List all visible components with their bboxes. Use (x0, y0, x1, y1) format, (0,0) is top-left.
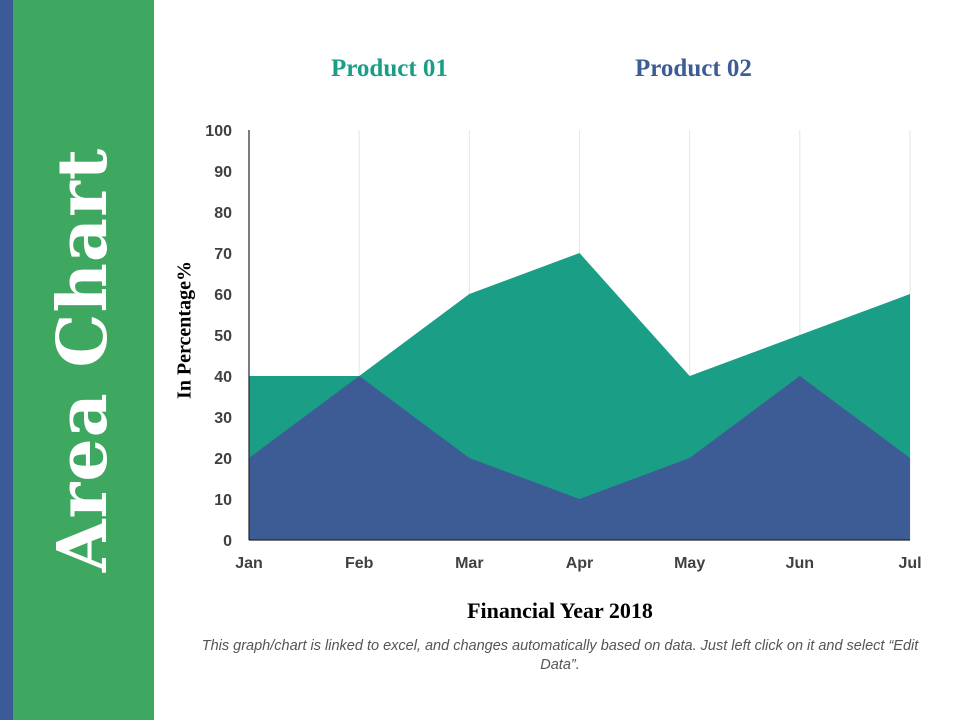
side-title-panel (13, 0, 154, 720)
y-tick-label: 0 (223, 533, 232, 550)
y-tick-label: 40 (214, 369, 232, 386)
y-tick-label: 10 (214, 492, 232, 509)
y-tick-label: 100 (205, 123, 232, 140)
y-tick-label: 90 (214, 164, 232, 181)
y-tick-labels: 0 10 20 30 40 50 60 70 80 90 100 (205, 123, 232, 550)
y-tick-label: 50 (214, 328, 232, 345)
axes (248, 130, 910, 541)
y-tick-label: 20 (214, 451, 232, 468)
x-tick-label: Jan (235, 555, 263, 572)
x-tick-label: Jul (898, 555, 921, 572)
y-tick-label: 70 (214, 246, 232, 263)
x-tick-label: Jun (786, 555, 814, 572)
x-tick-labels: Jan Feb Mar Apr May Jun Jul (235, 555, 921, 572)
y-tick-label: 80 (214, 205, 232, 222)
y-tick-label: 30 (214, 410, 232, 427)
legend-product-01: Product 01 (331, 55, 448, 82)
area-series (249, 253, 910, 540)
x-tick-label: Apr (566, 555, 594, 572)
legend-product-02: Product 02 (635, 55, 752, 82)
area-product-02[interactable] (249, 376, 910, 540)
x-tick-label: Feb (345, 555, 374, 572)
side-accent-strip (0, 0, 13, 720)
x-axis-title: Financial Year 2018 (467, 598, 653, 623)
chart-footnote: This graph/chart is linked to excel, and… (201, 638, 919, 673)
y-tick-label: 60 (214, 287, 232, 304)
y-axis-title: In Percentage% (173, 261, 196, 399)
x-tick-label: Mar (455, 555, 483, 572)
x-tick-label: May (674, 555, 705, 572)
